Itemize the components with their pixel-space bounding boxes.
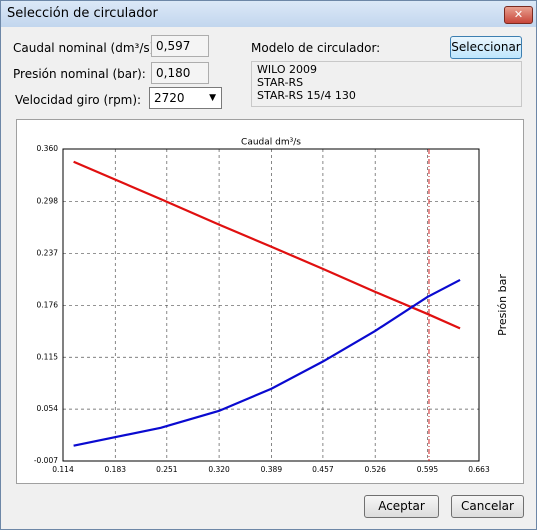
x-tick-label: 0.595 [417, 465, 439, 474]
caudal-field[interactable]: 0,597 [151, 35, 209, 57]
x-tick-label: 0.526 [364, 465, 386, 474]
ok-button[interactable]: Aceptar [364, 495, 439, 518]
window-title: Selección de circulador [7, 6, 158, 21]
x-tick-label: 0.389 [261, 465, 283, 474]
curve [73, 160, 461, 330]
x-tick-label: 0.457 [312, 465, 334, 474]
plot-frame [62, 148, 480, 462]
velocidad-value: 2720 [154, 91, 185, 105]
seleccionar-button[interactable]: Seleccionar [450, 36, 522, 59]
modelo-line: STAR-RS [257, 76, 304, 89]
presion-label: Presión nominal (bar): [13, 67, 146, 81]
x-tick-label: 0.114 [52, 465, 74, 474]
modelo-line: STAR-RS 15/4 130 [257, 89, 356, 102]
title-bar: Selección de circulador ✕ [1, 1, 536, 27]
x-tick-label: 0.663 [468, 465, 490, 474]
chart: Caudal dm³/s Presión bar 0.114 0.183 0.251 0.… [34, 138, 509, 475]
modelo-box: WILO 2009 STAR-RS STAR-RS 15/4 130 [251, 61, 522, 107]
x-tick-label: 0.183 [105, 465, 127, 474]
y-tick-label: 0.115 [37, 352, 59, 361]
close-button[interactable]: ✕ [504, 6, 533, 24]
y-tick-label: -0.007 [34, 456, 58, 465]
dropdown-arrow: ▼ [209, 93, 216, 103]
modelo-label: Modelo de circulador: [251, 41, 381, 55]
y-tick-label: 0.360 [37, 144, 59, 153]
y-tick-label: 0.298 [37, 197, 59, 206]
presion-field[interactable]: 0,180 [151, 62, 209, 84]
velocidad-dropdown[interactable]: 2720 ▼ [149, 87, 222, 109]
x-tick-label: 0.320 [208, 465, 230, 474]
y-axis-title: Presión bar [496, 274, 509, 336]
y-tick-label: 0.176 [37, 300, 59, 309]
velocidad-label: Velocidad giro (rpm): [15, 93, 142, 107]
caudal-label: Caudal nominal (dm³/s): [13, 41, 159, 55]
x-axis-title: Caudal dm³/s [241, 138, 301, 148]
modelo-line: WILO 2009 [257, 63, 318, 76]
chart-panel: Caudal dm³/s Presión bar 0.114 0.183 0.251 0.… [16, 119, 524, 484]
curve [73, 278, 461, 447]
x-tick-label: 0.251 [156, 465, 178, 474]
y-tick-label: 0.237 [37, 249, 59, 258]
cancel-button[interactable]: Cancelar [451, 495, 524, 518]
y-tick-label: 0.054 [37, 404, 59, 413]
